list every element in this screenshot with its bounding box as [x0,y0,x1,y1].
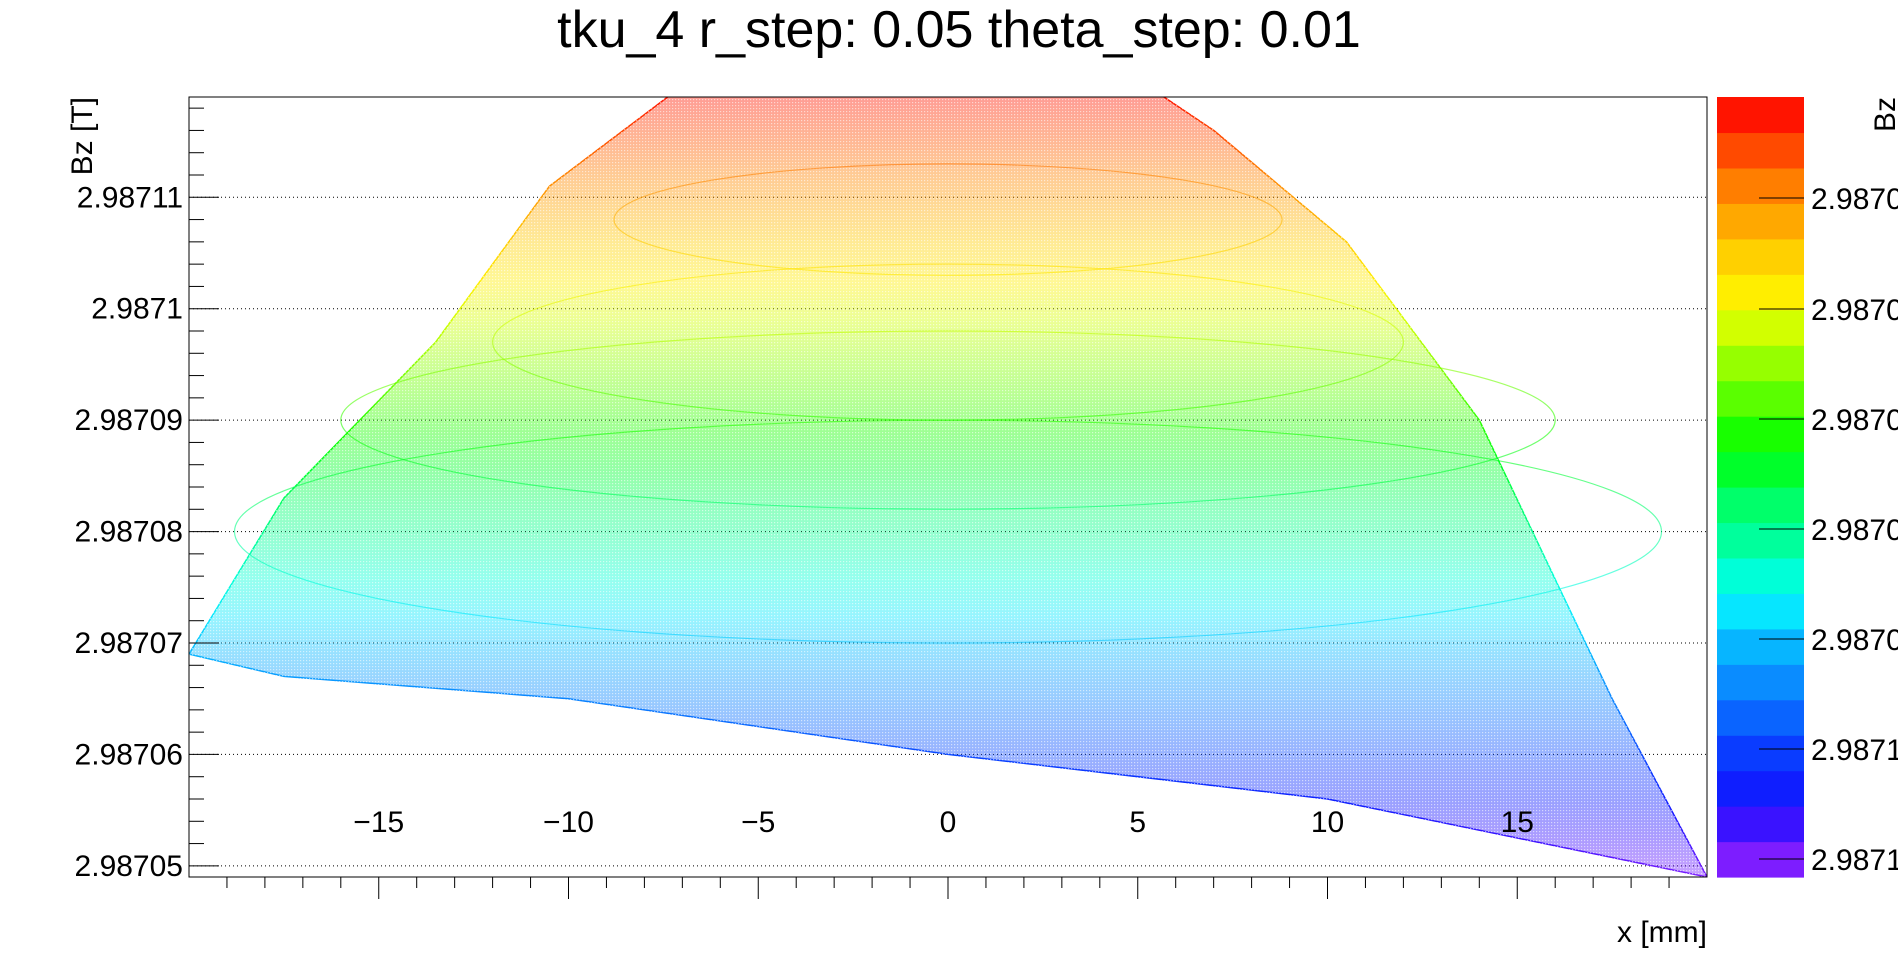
colorbar-segment [1717,557,1804,594]
contour-ring [233,419,1663,644]
colorbar-segment [1717,770,1804,807]
colorbar-segment [1717,309,1804,346]
y-axis-label: Bz [T] [66,97,99,175]
colorbar-tick-label: 2.9870 [1811,404,1898,437]
colorbar-segment [1717,238,1804,275]
y-tick-label: 2.9871 [91,293,183,326]
colorbar-segment [1717,97,1804,134]
colorbar-tick-label: 2.9871 [1811,734,1898,767]
y-tick-label: 2.98705 [75,850,183,883]
colorbar-tick-label: 2.9870 [1811,624,1898,657]
x-tick-label: 5 [1129,806,1146,839]
contour-ring [340,330,1556,510]
colorbar-segment [1717,841,1804,878]
colorbar-segment [1717,664,1804,701]
y-tick-label: 2.98708 [75,516,183,549]
contour-ring [613,163,1283,276]
x-tick-label: 15 [1501,806,1534,839]
colorbar-segment [1717,345,1804,382]
colorbar-tick-label: 2.9870 [1811,294,1898,327]
colorbar-segment [1717,451,1804,488]
colorbar-segment [1717,806,1804,843]
colorbar-segment [1717,522,1804,559]
colorbar-segment [1717,593,1804,630]
y-tick-label: 2.98709 [75,404,183,437]
scatter-surface [189,97,1707,877]
colorbar-segment [1717,167,1804,204]
colorbar-segment [1717,380,1804,417]
x-tick-label: 0 [940,806,957,839]
colorbar-label: Bz [1869,97,1898,132]
colorbar-segment [1717,487,1804,524]
colorbar-segment [1717,132,1804,169]
colorbar-segment [1717,699,1804,736]
x-tick-label: −10 [543,806,594,839]
colorbar-tick-label: 2.9870 [1811,183,1898,216]
chart-title: tku_4 r_step: 0.05 theta_step: 0.01 [557,1,1361,59]
y-tick-label: 2.98706 [75,738,183,771]
y-tick-label: 2.98707 [75,627,183,660]
colorbar-tick-label: 2.9870 [1811,514,1898,547]
x-tick-label: 10 [1311,806,1344,839]
x-tick-label: −5 [741,806,775,839]
colorbar-segment [1717,203,1804,240]
x-axis-label: x [mm] [1617,916,1707,949]
colorbar-segment [1717,735,1804,772]
x-tick-label: −15 [353,806,404,839]
y-tick-label: 2.98711 [77,181,183,214]
colorbar-segment [1717,416,1804,453]
colorbar-segment [1717,628,1804,665]
data-group [189,97,1707,877]
colorbar-tick-label: 2.9871 [1811,844,1898,877]
colorbar-segment [1717,274,1804,311]
